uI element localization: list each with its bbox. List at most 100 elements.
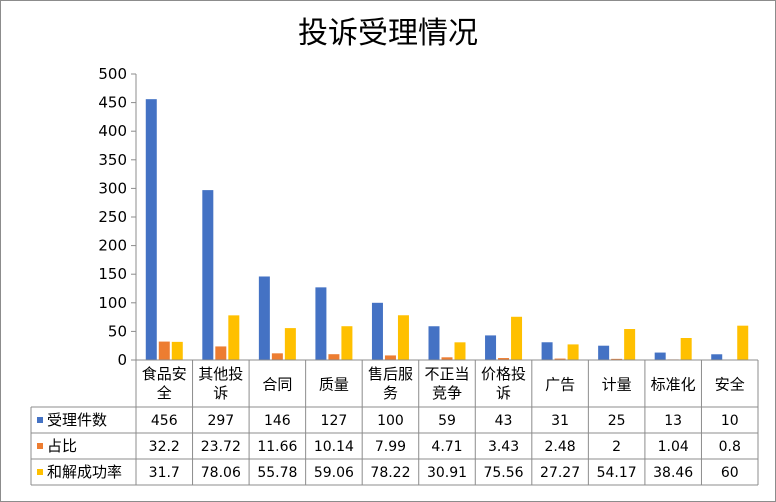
y-tick-label: 150 <box>98 265 127 283</box>
bars-layer <box>145 99 749 361</box>
data-label: 1.04 <box>658 439 689 455</box>
bar-3 <box>567 344 579 360</box>
data-label: 55.78 <box>257 465 297 481</box>
data-label: 456 <box>151 413 178 429</box>
bar-2 <box>384 355 396 360</box>
bar-3 <box>454 342 466 360</box>
data-label: 75.56 <box>483 465 523 481</box>
legend-label: 和解成功率 <box>47 463 122 481</box>
data-label: 59.06 <box>314 465 354 481</box>
category-label: 诉 <box>496 384 511 402</box>
category-label: 其他投 <box>198 365 243 383</box>
bar-1 <box>371 302 383 360</box>
data-label: 59 <box>438 413 456 429</box>
data-label: 23.72 <box>201 439 241 455</box>
bar-3 <box>511 316 523 360</box>
data-label: 27.27 <box>540 465 580 481</box>
data-label: 3.43 <box>488 439 519 455</box>
y-tick-label: 100 <box>98 294 127 312</box>
data-label: 100 <box>377 413 404 429</box>
category-label: 广告 <box>545 376 575 394</box>
bar-2 <box>554 358 566 360</box>
axis-layer: 0 50 100 150 200 250 300 350 400 450 500 <box>98 65 137 369</box>
data-label: 30.91 <box>427 465 467 481</box>
data-label: 13 <box>664 413 682 429</box>
y-tick-label: 500 <box>98 65 127 83</box>
category-label: 务 <box>383 384 398 402</box>
data-label: 32.2 <box>149 439 180 455</box>
y-tick-label: 300 <box>98 179 127 197</box>
data-label: 54.17 <box>597 465 637 481</box>
legend-key <box>37 469 43 475</box>
bar-3 <box>228 315 240 360</box>
legend-label: 受理件数 <box>47 411 107 429</box>
category-label: 计量 <box>602 376 632 394</box>
legend-key <box>37 443 43 449</box>
bar-3 <box>397 315 409 360</box>
data-label: 38.46 <box>653 465 693 481</box>
y-tick-label: 0 <box>117 351 127 369</box>
bar-3 <box>737 325 749 360</box>
bar-3 <box>171 341 183 360</box>
category-label: 价格投 <box>481 365 526 383</box>
bar-1 <box>428 326 440 360</box>
bar-1 <box>485 335 497 360</box>
legend-label: 占比 <box>47 437 77 455</box>
category-label: 合同 <box>262 376 292 394</box>
y-tick-label: 200 <box>98 237 127 255</box>
bar-1 <box>202 190 214 360</box>
data-label: 10.14 <box>314 439 354 455</box>
data-label: 11.66 <box>257 439 297 455</box>
bar-2 <box>271 353 283 360</box>
data-label: 31.7 <box>149 465 180 481</box>
y-tick-label: 250 <box>98 208 127 226</box>
data-label: 4.71 <box>431 439 462 455</box>
bar-3 <box>680 338 692 360</box>
bar-1 <box>711 354 723 360</box>
category-label: 全 <box>157 384 172 402</box>
data-label: 10 <box>721 413 739 429</box>
data-label: 43 <box>495 413 513 429</box>
bar-1 <box>315 287 327 360</box>
data-label: 2 <box>612 439 621 455</box>
bar-1 <box>598 345 610 360</box>
category-label: 诉 <box>213 384 228 402</box>
category-label: 竞争 <box>432 384 462 402</box>
data-label: 60 <box>721 465 739 481</box>
category-label: 售后服 <box>368 365 413 383</box>
data-label: 7.99 <box>375 439 406 455</box>
data-label: 2.48 <box>545 439 576 455</box>
y-tick-label: 50 <box>108 322 127 340</box>
bar-2 <box>441 357 453 360</box>
category-label: 质量 <box>319 376 349 394</box>
data-label: 78.22 <box>370 465 410 481</box>
bar-2 <box>215 346 227 360</box>
category-label: 标准化 <box>651 376 696 394</box>
data-label: 25 <box>608 413 626 429</box>
bar-1 <box>145 99 157 360</box>
data-label: 31 <box>551 413 569 429</box>
bar-1 <box>258 276 270 360</box>
y-tick-label: 350 <box>98 151 127 169</box>
bar-1 <box>654 352 666 360</box>
data-label: 297 <box>207 413 234 429</box>
y-tick-label: 450 <box>98 94 127 112</box>
data-label: 127 <box>321 413 348 429</box>
bar-2 <box>328 354 340 360</box>
category-label: 食品安 <box>142 365 187 383</box>
data-label: 146 <box>264 413 291 429</box>
bar-3 <box>284 328 296 360</box>
bar-2 <box>498 358 510 360</box>
data-label: 0.8 <box>719 439 741 455</box>
bar-1 <box>541 342 553 360</box>
chart-title: 投诉受理情况 <box>298 16 478 51</box>
y-tick-label: 400 <box>98 122 127 140</box>
bar-2 <box>158 341 170 360</box>
bar-2 <box>611 358 623 360</box>
data-label: 78.06 <box>201 465 241 481</box>
bar-3 <box>341 326 353 360</box>
category-label: 不正当 <box>424 365 469 383</box>
